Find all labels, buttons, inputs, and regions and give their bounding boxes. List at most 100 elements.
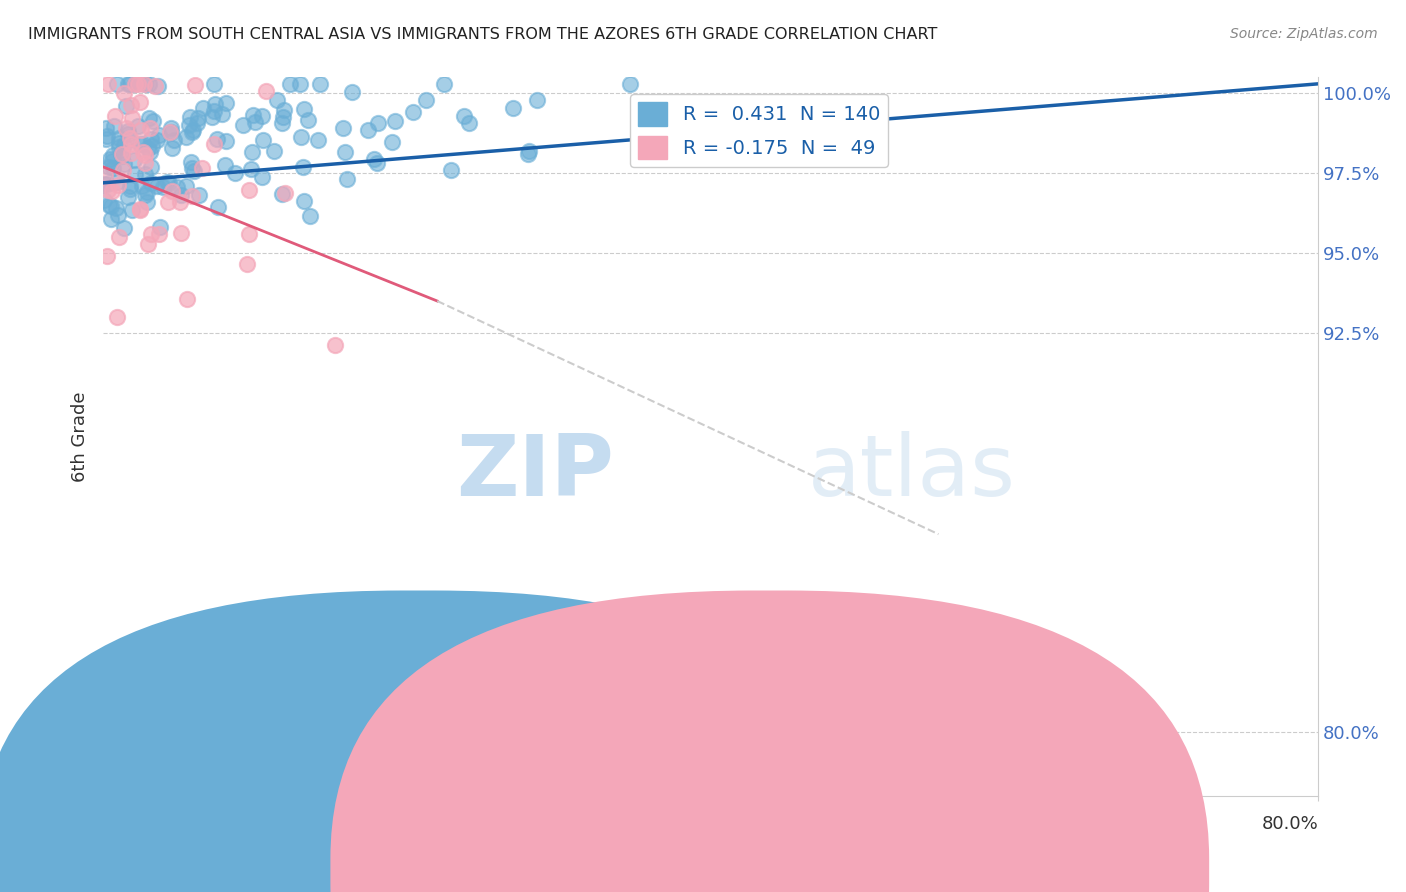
Point [138,145,160,160]
Text: ZIP: ZIP [456,431,613,514]
Point [124,77,146,91]
Point [236,257,259,271]
Point [105,175,128,189]
Point [118,131,141,145]
Text: 0.0%: 0.0% [103,815,149,833]
Point [160,125,183,139]
Text: 80.0%: 80.0% [1261,815,1319,833]
Point [97,77,120,91]
Point [201,110,224,124]
Point [139,160,162,174]
Point [278,77,301,91]
Point [323,338,346,352]
Point [121,202,143,217]
Point [117,124,139,138]
Point [160,141,183,155]
Point [239,162,262,177]
Point [107,208,129,222]
Point [181,125,204,139]
Point [333,145,356,159]
Point [243,115,266,129]
Point [250,109,273,123]
Point [136,186,159,200]
Point [187,111,209,125]
Point [115,120,138,135]
Point [191,161,214,176]
Point [159,125,181,139]
Point [146,178,169,193]
Point [120,179,142,194]
Point [415,93,437,107]
Point [238,227,260,241]
Point [148,227,170,242]
Point [162,133,184,147]
Point [297,112,319,127]
Point [166,179,188,194]
Point [170,187,193,202]
Point [180,155,202,169]
Point [179,111,201,125]
Point [342,85,364,99]
Point [181,123,204,137]
Point [254,84,277,98]
Point [121,112,143,126]
Point [181,189,204,203]
Point [97,161,120,175]
Point [139,132,162,146]
Point [366,156,388,170]
Point [104,201,127,215]
Point [118,77,141,91]
Point [134,147,156,161]
Point [122,153,145,167]
Point [142,113,165,128]
Point [93,177,115,191]
Point [115,99,138,113]
Point [242,108,264,122]
Point [118,182,141,196]
Legend: R =  0.431  N = 140, R = -0.175  N =  49: R = 0.431 N = 140, R = -0.175 N = 49 [630,95,889,167]
Point [131,123,153,137]
Point [124,167,146,181]
Point [292,160,315,174]
Point [457,116,479,130]
Point [101,153,124,168]
Point [101,161,124,175]
Point [105,310,128,325]
Point [174,179,197,194]
Point [107,130,129,145]
Point [96,131,118,145]
Point [271,186,294,201]
Point [332,120,354,135]
Point [619,77,641,91]
Point [453,109,475,123]
Point [127,77,149,91]
Point [176,292,198,306]
Point [97,183,120,197]
Point [502,101,524,115]
Point [100,153,122,167]
Point [240,145,263,160]
Text: Immigrants from South Central Asia: Immigrants from South Central Asia [443,863,741,880]
Point [363,152,385,166]
Point [516,147,538,161]
Point [156,175,179,189]
Point [202,77,225,91]
Point [128,202,150,217]
Point [129,95,152,110]
Point [145,133,167,147]
Point [202,103,225,118]
Point [96,178,118,192]
Point [128,202,150,216]
Point [131,179,153,194]
Point [263,144,285,158]
Point [101,147,124,161]
Point [517,145,540,159]
Point [117,77,139,91]
Point [134,77,156,91]
Point [131,145,153,159]
Point [250,169,273,184]
Point [238,183,260,197]
Point [152,179,174,194]
Point [117,127,139,141]
Point [108,140,131,154]
